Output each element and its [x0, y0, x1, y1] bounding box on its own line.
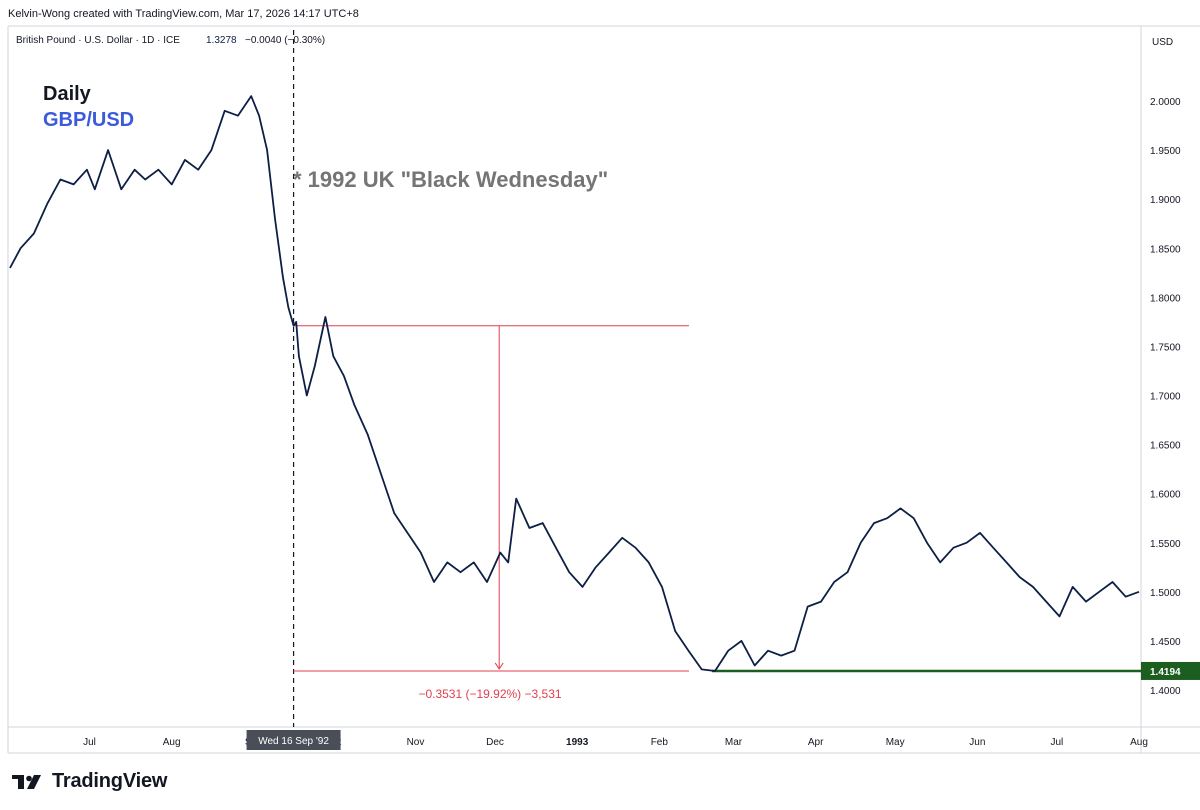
y-tick-label: 1.6500	[1150, 441, 1181, 452]
y-tick-label: 1.8000	[1150, 293, 1181, 304]
y-tick-label: 1.9000	[1150, 195, 1181, 206]
x-tick-label: Jun	[969, 737, 985, 748]
x-tick-label: Jul	[83, 737, 96, 748]
y-tick-label: 1.4000	[1150, 686, 1181, 697]
event-label: * 1992 UK "Black Wednesday"	[293, 167, 608, 192]
y-tick-label: 1.7000	[1150, 392, 1181, 403]
measure-label: −0.3531 (−19.92%) −3,531	[418, 687, 561, 701]
brand-name: TradingView	[52, 770, 168, 792]
currency-label[interactable]: USD	[1152, 37, 1173, 48]
date-marker	[246, 730, 341, 750]
x-tick-label: Dec	[486, 737, 504, 748]
drawings: −0.3531 (−19.92%) −3,531	[292, 30, 1141, 727]
x-tick-label: Aug	[163, 737, 181, 748]
y-tick-label: 1.5000	[1150, 588, 1181, 599]
y-tick-label: 1.7500	[1150, 342, 1181, 353]
y-tick-label: 1.5500	[1150, 539, 1181, 550]
x-tick-label: Apr	[808, 737, 824, 748]
markers: Wed 16 Sep '92 1.4194	[246, 661, 1200, 750]
price-line[interactable]	[9, 95, 1140, 672]
attribution: Kelvin-Wong created with TradingView.com…	[8, 8, 359, 20]
price-marker	[1141, 661, 1200, 680]
y-tick-label: 1.6000	[1150, 490, 1181, 501]
legend-symbol[interactable]: British Pound · U.S. Dollar · 1D · ICE	[16, 35, 180, 46]
x-tick-label: Nov	[407, 737, 425, 748]
y-tick-label: 1.4500	[1150, 637, 1181, 648]
date-marker-label: Wed 16 Sep '92	[258, 736, 329, 747]
currency-button[interactable]	[1147, 30, 1183, 52]
price-marker-label: 1.4194	[1150, 667, 1181, 678]
x-tick-label: 1993	[566, 737, 589, 748]
brand-footer[interactable]: TradingView	[12, 770, 167, 793]
y-tick-label: 1.8500	[1150, 244, 1181, 255]
price-series	[9, 95, 1140, 672]
y-tick-label: 1.9500	[1150, 146, 1181, 157]
measure-arrow-head	[494, 662, 504, 670]
x-tick-label: Jul	[1050, 737, 1063, 748]
x-tick-label: May	[886, 737, 905, 748]
pair-label: GBP/USD	[43, 109, 134, 131]
timeframe-label: Daily	[43, 83, 92, 105]
time-axis-ticks: JulAugSepOctNovDec1993FebMarAprMayJunJul…	[83, 737, 1148, 748]
legend-last: 1.3278	[206, 35, 237, 46]
x-tick-label: Mar	[725, 737, 743, 748]
y-tick-label: 2.0000	[1150, 97, 1181, 108]
x-tick-label: Feb	[651, 737, 669, 748]
tradingview-logo-icon	[12, 774, 41, 789]
legend-change: −0.0040 (−0.30%)	[245, 35, 325, 46]
price-axis-ticks: 1.4000 1.4500 1.5000 1.5500 1.6000 1.6500 1.70…	[1150, 97, 1181, 697]
x-tick-label: Aug	[1130, 737, 1148, 748]
